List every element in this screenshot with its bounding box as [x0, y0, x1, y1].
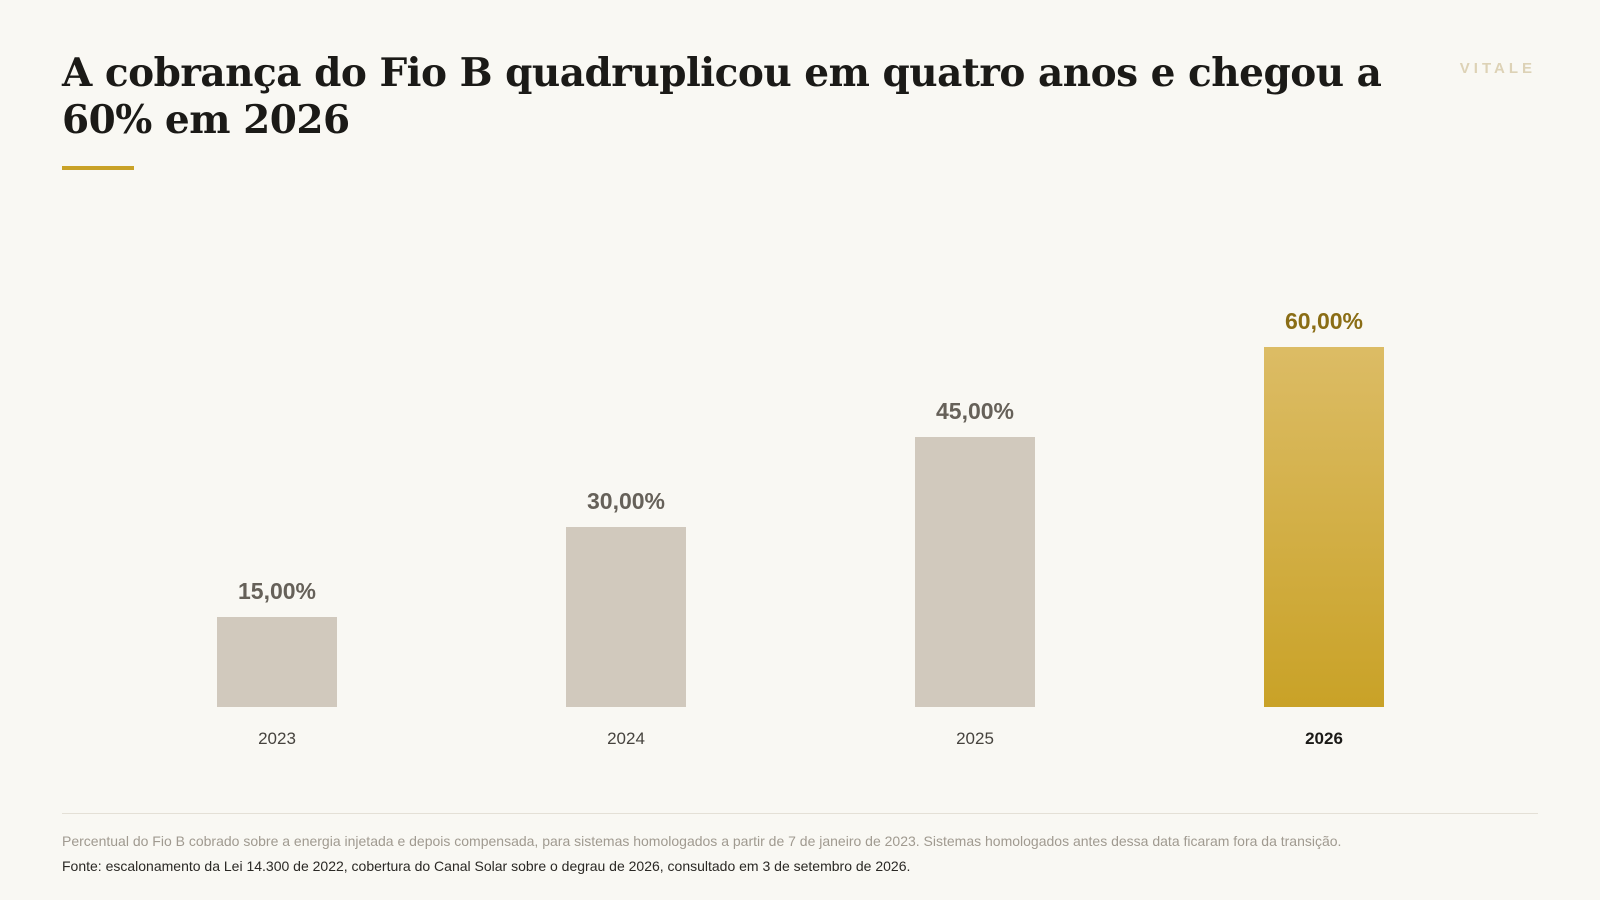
title-accent-rule — [62, 166, 134, 170]
bar-series — [217, 347, 1384, 707]
footer-divider — [62, 813, 1538, 814]
bar-2023 — [217, 617, 337, 707]
value-label-2023: 15,00% — [238, 578, 316, 604]
chart-footnote: Percentual do Fio B cobrado sobre a ener… — [62, 833, 1342, 849]
bar-2024 — [566, 527, 686, 707]
brand-logo: VITALE — [1459, 60, 1536, 77]
value-label-2024: 30,00% — [587, 488, 665, 514]
chart-source: Fonte: escalonamento da Lei 14.300 de 20… — [62, 858, 911, 874]
x-tick-label-2026: 2026 — [1305, 729, 1343, 748]
x-tick-label-2024: 2024 — [607, 729, 645, 748]
value-label-2025: 45,00% — [936, 398, 1014, 424]
bar-2026 — [1264, 347, 1384, 707]
value-label-2026: 60,00% — [1285, 308, 1363, 334]
x-tick-label-2025: 2025 — [956, 729, 994, 748]
bar-chart: 15,00%30,00%45,00%60,00% 2023 2024 2025 202… — [217, 308, 1384, 748]
x-tick-label-2023: 2023 — [258, 729, 296, 748]
value-label-group: 15,00% 30,00% 45,00% 60,00% — [238, 308, 1363, 604]
page-title: A cobrança do Fio B quadruplicou em quat… — [62, 50, 1382, 143]
bar-2025 — [915, 437, 1035, 707]
x-axis-tick-labels: 2023 2024 2025 2026 — [258, 729, 1343, 748]
